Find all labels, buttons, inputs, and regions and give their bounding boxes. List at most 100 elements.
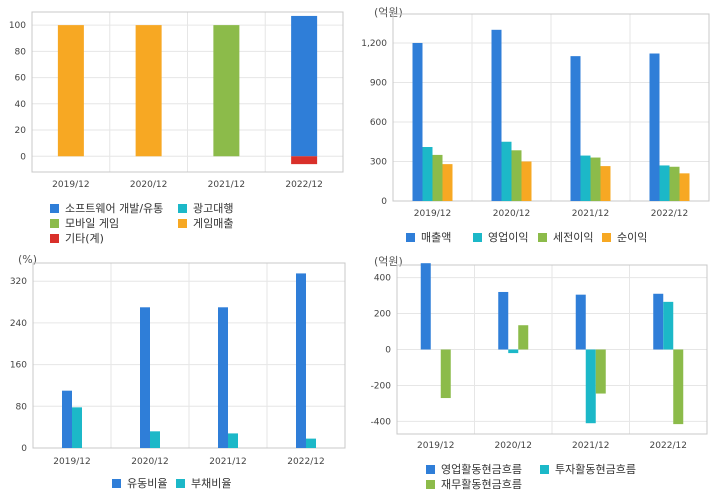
legend-swatch [473,233,482,242]
bar [491,29,502,202]
legend-item: 소프트웨어 개발/유통 [50,200,163,216]
legend-item: 영업이익 [473,229,528,245]
bar [663,301,674,350]
bar [501,141,512,201]
legend-swatch [176,479,185,488]
bar [218,307,228,448]
revenue-mix-panel: 0 20 40 60 80 100 2019/12 2020/12 2021/12 2022/12… [0,0,360,248]
bar [296,273,306,448]
bar [291,156,318,165]
y-tick-label: 600 [370,118,387,128]
y-tick-label: 240 [10,319,27,329]
x-tick-label: 2020/12 [495,441,532,451]
legend-item: 순이익 [602,229,647,245]
legend-label: 게임매출 [193,217,234,230]
bar [213,25,240,157]
income-unit-label: (억원) [374,6,403,19]
cashflow-panel: (억원) -400 -200 0 200 400 2019/12 2020/12 2021/1… [360,248,720,496]
legend-item: 매출액 [406,229,451,245]
y-tick-label: -200 [371,381,392,391]
bar [420,263,431,350]
ratio-unit-label: (%) [18,253,38,266]
legend-item: 세전이익 [538,229,593,245]
y-tick-label: 900 [370,78,387,88]
cashflow-unit-label: (억원) [374,255,403,268]
legend-swatch [50,219,59,228]
bar [600,166,611,201]
x-tick-label: 2021/12 [572,441,609,451]
y-tick-label: -400 [371,417,392,427]
y-tick-label: 0 [381,197,387,207]
y-tick-label: 160 [10,361,27,371]
legend-swatch [602,233,611,242]
bar [432,154,443,201]
legend-swatch [406,233,415,242]
x-tick-label: 2021/12 [208,180,245,190]
bar [521,161,532,201]
bar [595,349,606,394]
legend-swatch [178,204,187,213]
legend-label: 영업이익 [488,231,529,244]
legend-label: 재무활동현금흐름 [441,478,522,491]
legend-label: 모바일 게임 [65,217,120,230]
plot-frame [396,264,708,435]
bar [442,164,453,201]
y-tick-label: 0 [20,152,26,162]
ratio-panel: (%) 0 80 160 240 320 2019/12 2020/12 2021/12 202… [0,248,360,496]
legend-item: 모바일 게임 [50,215,119,231]
plot-frame [392,13,710,202]
legend-label: 부채비율 [191,477,232,490]
bar [679,173,690,201]
x-tick-label: 2020/12 [493,209,530,219]
legend-item: 유동비율 [112,475,167,491]
y-tick-label: 60 [15,74,27,84]
bar [291,15,318,157]
x-tick-label: 2022/12 [287,457,324,467]
bar [422,147,433,201]
legend-label: 순이익 [617,231,648,244]
y-tick-label: 80 [16,402,28,412]
bar [580,155,591,201]
x-tick-label: 2020/12 [130,180,167,190]
revenue-mix-chart: 0 20 40 60 80 100 2019/12 2020/12 2021/12 2022/12 [9,11,344,190]
legend-item: 기타(계) [50,230,104,246]
legend-label: 유동비율 [127,477,168,490]
ratio-chart: 0 80 160 240 320 2019/12 2020/12 2021/12 2022/12 [10,262,346,467]
bar [653,293,664,350]
y-tick-label: 1,200 [361,39,387,49]
bar [57,25,84,157]
x-tick-label: 2019/12 [417,441,454,451]
bar [649,53,660,201]
y-tick-label: 300 [370,157,387,167]
legend-item: 투자활동현금흐름 [540,461,636,477]
legend-swatch [426,465,435,474]
bar [659,165,670,201]
legend-swatch [538,233,547,242]
x-tick-label: 2022/12 [651,209,688,219]
legend-item: 부채비율 [176,475,231,491]
bar [585,349,596,424]
legend-swatch [112,479,121,488]
y-tick-label: 200 [374,310,391,320]
cashflow-chart: -400 -200 0 200 400 2019/12 2020/12 2021/12 2022… [371,263,708,451]
bar [150,431,160,448]
bar [590,157,601,201]
legend-swatch [426,480,435,489]
x-tick-label: 2019/12 [53,457,90,467]
x-tick-label: 2019/12 [52,180,89,190]
y-tick-label: 0 [385,346,391,356]
plot-frame [32,262,346,449]
legend-swatch [540,465,549,474]
legend-label: 기타(계) [65,232,104,245]
y-tick-label: 100 [9,21,26,31]
legend-label: 매출액 [421,231,452,244]
bar [511,150,522,201]
bar [518,325,529,350]
plot-frame [31,11,344,173]
x-tick-label: 2021/12 [209,457,246,467]
bar [498,291,509,350]
x-tick-label: 2021/12 [572,209,609,219]
y-tick-label: 40 [15,100,27,110]
bar [412,42,423,201]
bar [306,438,316,448]
